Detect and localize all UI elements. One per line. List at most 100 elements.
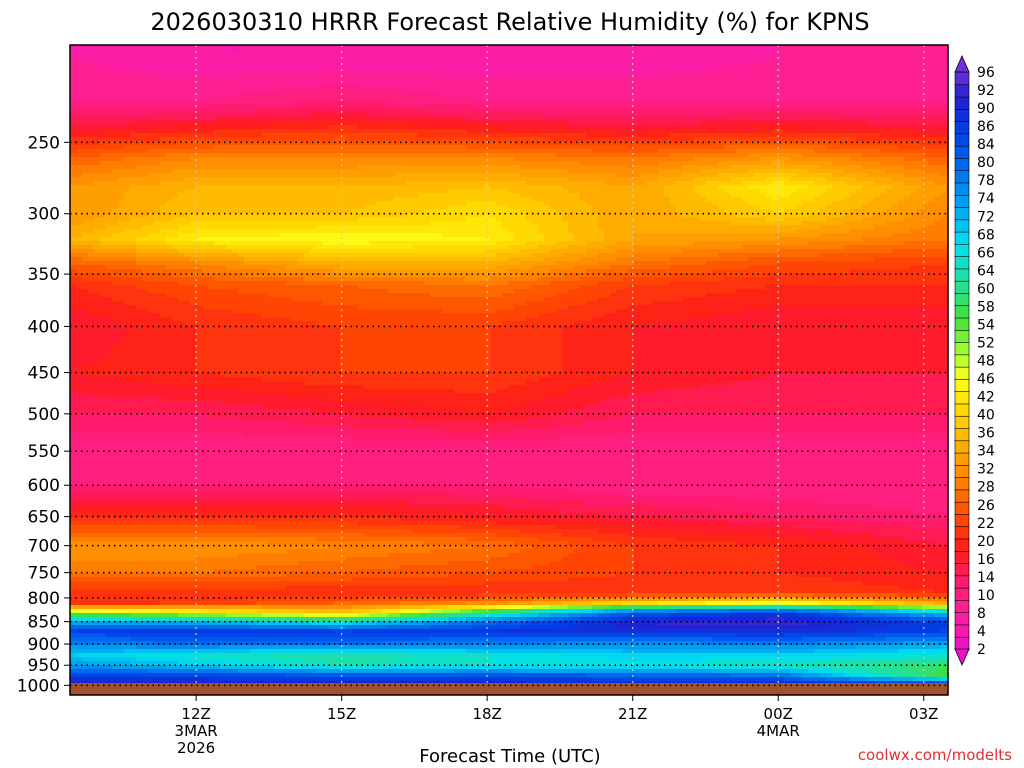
- rh-cell: [622, 141, 629, 146]
- rh-cell: [544, 157, 551, 162]
- rh-cell: [178, 153, 185, 158]
- rh-cell: [520, 129, 527, 134]
- rh-cell: [436, 53, 443, 58]
- rh-cell: [940, 105, 947, 110]
- rh-cell: [388, 73, 395, 78]
- rh-cell: [862, 57, 869, 62]
- rh-cell: [586, 89, 593, 94]
- rh-cell: [610, 97, 617, 102]
- rh-cell: [472, 137, 479, 142]
- rh-cell: [574, 153, 581, 158]
- rh-cell: [454, 69, 461, 74]
- rh-cell: [310, 93, 317, 98]
- rh-cell: [700, 89, 707, 94]
- rh-cell: [772, 81, 779, 86]
- rh-cell: [88, 157, 95, 162]
- rh-cell: [850, 161, 857, 166]
- rh-cell: [748, 149, 755, 154]
- rh-cell: [76, 121, 83, 126]
- rh-cell: [718, 89, 725, 94]
- rh-cell: [778, 121, 785, 126]
- rh-cell: [904, 105, 911, 110]
- rh-cell: [406, 125, 413, 130]
- rh-cell: [454, 137, 461, 142]
- rh-cell: [250, 61, 257, 66]
- rh-cell: [868, 73, 875, 78]
- rh-cell: [376, 77, 383, 82]
- rh-cell: [736, 149, 743, 154]
- rh-cell: [568, 157, 575, 162]
- rh-cell: [124, 113, 131, 118]
- rh-cell: [742, 65, 749, 70]
- rh-cell: [346, 73, 353, 78]
- rh-cell: [394, 105, 401, 110]
- rh-cell: [742, 113, 749, 118]
- rh-cell: [118, 49, 125, 54]
- rh-cell: [490, 165, 497, 170]
- rh-cell: [256, 105, 263, 110]
- rh-cell: [226, 77, 233, 82]
- rh-cell: [610, 85, 617, 90]
- rh-cell: [160, 49, 167, 54]
- rh-cell: [406, 161, 413, 166]
- rh-cell: [118, 121, 125, 126]
- rh-cell: [286, 129, 293, 134]
- rh-cell: [652, 105, 659, 110]
- rh-cell: [118, 157, 125, 162]
- rh-cell: [796, 161, 803, 166]
- rh-cell: [280, 137, 287, 142]
- rh-cell: [292, 133, 299, 138]
- rh-cell: [874, 137, 881, 142]
- rh-cell: [466, 89, 473, 94]
- rh-cell: [424, 153, 431, 158]
- rh-cell: [280, 161, 287, 166]
- rh-cell: [292, 149, 299, 154]
- rh-cell: [910, 105, 917, 110]
- rh-cell: [94, 153, 101, 158]
- rh-cell: [112, 65, 119, 70]
- rh-cell: [238, 129, 245, 134]
- rh-cell: [490, 101, 497, 106]
- rh-cell: [286, 49, 293, 54]
- rh-cell: [454, 105, 461, 110]
- rh-cell: [478, 57, 485, 62]
- rh-cell: [760, 137, 767, 142]
- rh-cell: [430, 89, 437, 94]
- rh-cell: [514, 121, 521, 126]
- rh-cell: [892, 117, 899, 122]
- rh-cell: [130, 81, 137, 86]
- rh-cell: [550, 157, 557, 162]
- rh-cell: [160, 53, 167, 58]
- rh-cell: [376, 137, 383, 142]
- rh-cell: [526, 101, 533, 106]
- rh-cell: [388, 69, 395, 74]
- rh-cell: [238, 85, 245, 90]
- rh-cell: [748, 53, 755, 58]
- rh-cell: [886, 161, 893, 166]
- rh-cell: [250, 149, 257, 154]
- rh-cell: [658, 73, 665, 78]
- rh-cell: [274, 161, 281, 166]
- rh-cell: [184, 161, 191, 166]
- rh-cell: [532, 97, 539, 102]
- rh-cell: [796, 133, 803, 138]
- rh-cell: [370, 49, 377, 54]
- rh-cell: [664, 85, 671, 90]
- rh-cell: [940, 157, 947, 162]
- rh-cell: [304, 117, 311, 122]
- rh-cell: [898, 81, 905, 86]
- rh-cell: [274, 81, 281, 86]
- rh-cell: [754, 149, 761, 154]
- rh-cell: [802, 89, 809, 94]
- rh-cell: [760, 121, 767, 126]
- rh-cell: [568, 137, 575, 142]
- rh-cell: [622, 73, 629, 78]
- rh-cell: [862, 145, 869, 150]
- rh-cell: [160, 73, 167, 78]
- rh-cell: [292, 125, 299, 130]
- rh-cell: [112, 69, 119, 74]
- rh-cell: [922, 97, 929, 102]
- rh-cell: [376, 93, 383, 98]
- rh-cell: [424, 57, 431, 62]
- rh-cell: [148, 61, 155, 66]
